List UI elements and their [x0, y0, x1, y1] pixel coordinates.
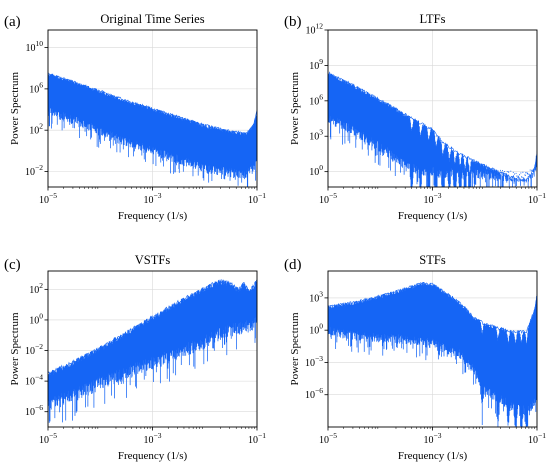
spectrum-envelope	[48, 72, 257, 136]
y-tick-label: 10−6	[305, 386, 323, 401]
panel-b: 10−5 10−3 10−1 1012 109 106 103 100 Frequency (1…	[284, 12, 546, 222]
x-axis-label: Frequency (1/s)	[118, 450, 188, 462]
y-tick-label: 109	[309, 57, 323, 72]
panel-d: 10−5 10−3 10−1 103 100 10−3 10−6 Frequency (1/s…	[284, 253, 546, 462]
y-tick-label: 103	[309, 289, 323, 304]
spectrum-series	[328, 72, 537, 187]
y-tick-label: 10−3	[305, 354, 323, 369]
spectrum-series	[48, 279, 257, 423]
chart-title: Original Time Series	[100, 12, 204, 26]
spectrum-envelope	[328, 71, 537, 182]
y-tick-label: 100	[309, 322, 323, 337]
x-tick-label: 10−3	[144, 191, 162, 206]
y-axis-label: Power Spectrum	[289, 72, 301, 145]
y-tick-label: 103	[309, 128, 323, 143]
x-tick-label: 10−5	[319, 431, 337, 446]
chart-title: STFs	[419, 253, 446, 267]
chart-title: LTFs	[420, 12, 446, 26]
panel-label: (d)	[284, 257, 302, 273]
y-tick-label: 1012	[306, 22, 324, 37]
y-tick-label: 106	[29, 80, 43, 95]
x-tick-label: 10−1	[248, 431, 266, 446]
panel-a: 10−5 10−3 10−1 1010 106 102 10−2 Frequency (1/s…	[4, 12, 266, 222]
y-axis-label: Power Spectrum	[9, 312, 21, 385]
y-tick-label: 10−2	[25, 342, 43, 357]
x-tick-label: 10−5	[39, 191, 57, 206]
y-tick-label: 106	[309, 92, 323, 107]
x-tick-label: 10−3	[424, 191, 442, 206]
spectrum-series	[328, 282, 537, 427]
y-axis-label: Power Spectrum	[289, 312, 301, 385]
x-tick-label: 10−5	[39, 431, 57, 446]
spectrum-envelope	[328, 281, 537, 334]
chart-title: VSTFs	[135, 253, 171, 267]
spectrum-series	[48, 72, 257, 187]
y-tick-label: 10−4	[25, 373, 43, 388]
y-tick-label: 100	[29, 311, 43, 326]
x-axis-label: Frequency (1/s)	[398, 210, 468, 222]
x-axis-label: Frequency (1/s)	[398, 450, 468, 462]
y-tick-label: 100	[309, 163, 323, 178]
x-tick-label: 10−3	[424, 431, 442, 446]
panel-label: (a)	[4, 14, 21, 30]
x-tick-label: 10−1	[528, 431, 546, 446]
panel-c: 10−5 10−3 10−1 102 100 10−2 10−4 10−6 Frequency …	[4, 253, 266, 462]
y-tick-label: 102	[29, 122, 43, 137]
y-tick-label: 10−6	[25, 403, 43, 418]
x-axis-label: Frequency (1/s)	[118, 210, 188, 222]
y-tick-label: 102	[29, 281, 43, 296]
x-tick-label: 10−3	[144, 431, 162, 446]
x-tick-label: 10−1	[528, 191, 546, 206]
spectrum-envelope	[48, 279, 257, 375]
panel-label: (b)	[284, 14, 302, 30]
y-tick-label: 1010	[26, 39, 44, 54]
y-axis-label: Power Spectrum	[9, 72, 21, 145]
y-tick-label: 10−2	[25, 163, 43, 178]
x-tick-label: 10−1	[248, 191, 266, 206]
x-tick-label: 10−5	[319, 191, 337, 206]
panel-label: (c)	[4, 257, 21, 273]
